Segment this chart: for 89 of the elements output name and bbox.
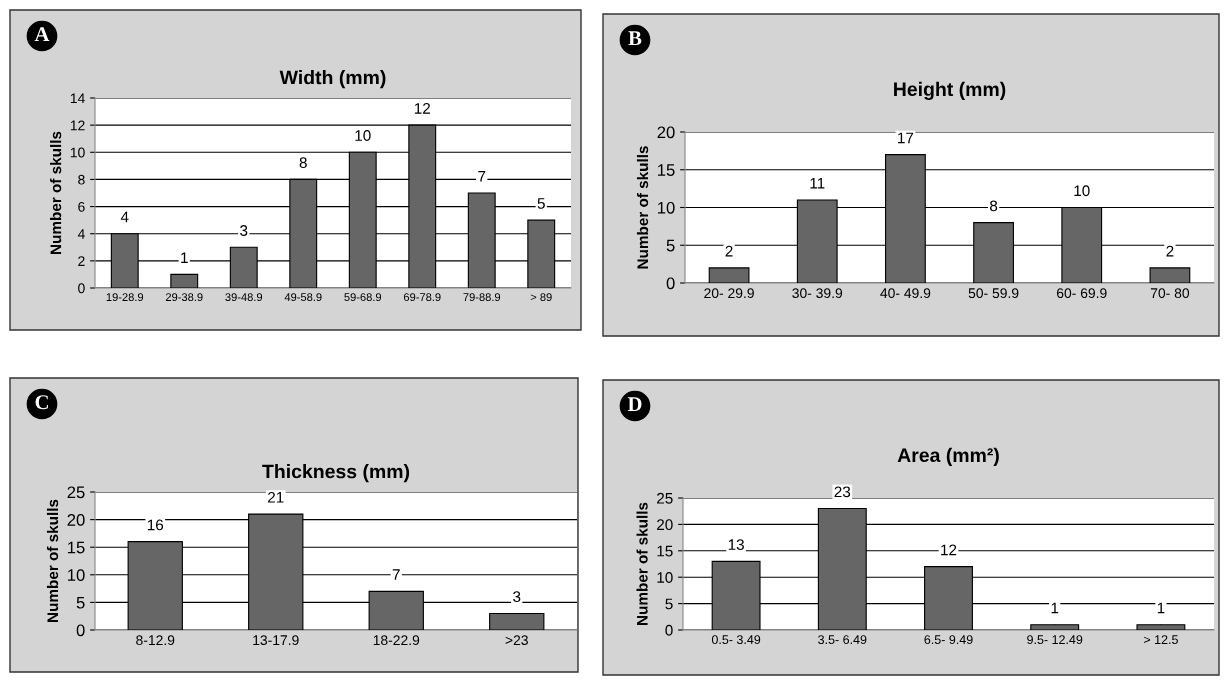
x-tick-label: 60- 69.9	[1056, 288, 1107, 299]
data-label: 5	[537, 198, 545, 209]
text: B	[628, 31, 642, 46]
y-tick-label: 8	[78, 174, 85, 185]
y-tick-label: 5	[666, 239, 675, 252]
x-tick-label: 70- 80	[1150, 288, 1190, 299]
x-tick-label: 29-38.9	[165, 293, 203, 302]
y-tick-label: 25	[67, 486, 85, 499]
y-tick-label: 5	[76, 596, 85, 609]
y-tick-label: 15	[68, 541, 85, 554]
y-tick-label: 25	[657, 492, 673, 504]
y-tick-label: 10	[68, 569, 85, 581]
x-tick-label: 49-58.9	[284, 293, 322, 302]
chart-title: Thickness (mm)	[262, 464, 410, 483]
x-tick-label: > 12.5	[1143, 635, 1178, 645]
data-label: 8	[990, 200, 998, 212]
bar	[1136, 624, 1186, 630]
x-tick-label: 18-22.9	[373, 635, 420, 646]
x-tick-label: 19-28.9	[106, 293, 144, 302]
y-tick-label: 0	[666, 277, 675, 290]
x-tick-label: 50- 59.9	[968, 288, 1019, 299]
y-tick-label: 20	[67, 514, 85, 526]
x-tick-label: 8-12.9	[136, 635, 175, 646]
y-tick-label: 15	[657, 545, 673, 557]
data-label: 10	[355, 130, 371, 141]
y-tick-label: 0	[665, 624, 673, 636]
x-tick-label: 6.5- 9.49	[924, 635, 973, 645]
y-axis-title: Number of skulls	[46, 499, 59, 622]
data-label: 21	[268, 491, 284, 503]
y-tick-label: 12	[70, 120, 85, 131]
x-tick-label: 9.5- 12.49	[1027, 635, 1083, 645]
x-tick-label: 0.5- 3.49	[711, 635, 761, 645]
bar	[489, 612, 545, 630]
x-tick-label: 13-17.9	[253, 635, 299, 646]
text: A	[34, 27, 50, 42]
x-tick-label: >23	[505, 635, 528, 646]
bar	[1030, 624, 1080, 630]
bar	[1149, 267, 1191, 283]
y-tick-label: 2	[78, 256, 85, 266]
chart-title: Width (mm)	[279, 70, 386, 89]
y-tick-label: 20	[657, 519, 673, 531]
y-axis-title: Number of skulls	[636, 146, 649, 269]
y-tick-label: 14	[70, 93, 85, 104]
data-label: 23	[834, 486, 851, 498]
x-tick-label: 30- 39.9	[792, 288, 843, 299]
text: C	[35, 395, 48, 410]
y-tick-label: 5	[665, 598, 673, 610]
data-label: 2	[1166, 245, 1174, 257]
x-tick-label: > 89	[530, 293, 552, 302]
y-tick-label: 4	[77, 229, 85, 239]
data-label: 8	[299, 157, 307, 169]
y-tick-label: 6	[78, 201, 85, 212]
y-tick-label: 20	[657, 126, 675, 139]
data-label: 16	[147, 519, 164, 531]
data-label: 11	[810, 177, 825, 189]
data-label: 7	[392, 569, 400, 580]
x-tick-label: 20- 29.9	[704, 288, 754, 299]
text: D	[627, 397, 642, 412]
y-tick-label: 10	[658, 201, 675, 214]
x-tick-label: 69-78.9	[403, 293, 441, 302]
data-label: 13	[728, 539, 744, 551]
data-label: 12	[941, 544, 957, 556]
x-tick-label: 39-48.9	[225, 293, 263, 302]
x-tick-label: 3.5- 6.49	[818, 635, 867, 645]
y-axis-title: Number of skulls	[636, 502, 648, 625]
x-tick-label: 40- 49.9	[880, 288, 931, 299]
y-tick-label: 10	[70, 147, 85, 158]
bar	[170, 273, 199, 288]
data-label: 7	[478, 170, 486, 182]
x-tick-label: 59-68.9	[344, 293, 382, 302]
data-label: 3	[513, 591, 521, 603]
y-tick-label: 0	[76, 624, 85, 637]
data-label: 1	[1051, 602, 1059, 614]
data-label: 3	[240, 225, 248, 236]
chart-title: Area (mm²)	[897, 447, 999, 466]
chart-title: Height (mm)	[894, 81, 1006, 101]
data-label: 4	[120, 211, 129, 223]
data-label: 10	[1074, 185, 1090, 197]
data-label: 12	[414, 102, 430, 114]
data-label: 2	[725, 245, 733, 257]
bar	[708, 267, 750, 283]
y-tick-label: 15	[658, 164, 675, 176]
x-tick-label: 79-88.9	[463, 293, 501, 302]
data-label: 1	[1157, 602, 1165, 614]
y-axis-title: Number of skulls	[50, 131, 62, 254]
data-label: 17	[898, 132, 914, 144]
y-tick-label: 10	[657, 572, 673, 583]
data-label: 1	[181, 252, 188, 263]
y-tick-label: 0	[78, 283, 85, 294]
